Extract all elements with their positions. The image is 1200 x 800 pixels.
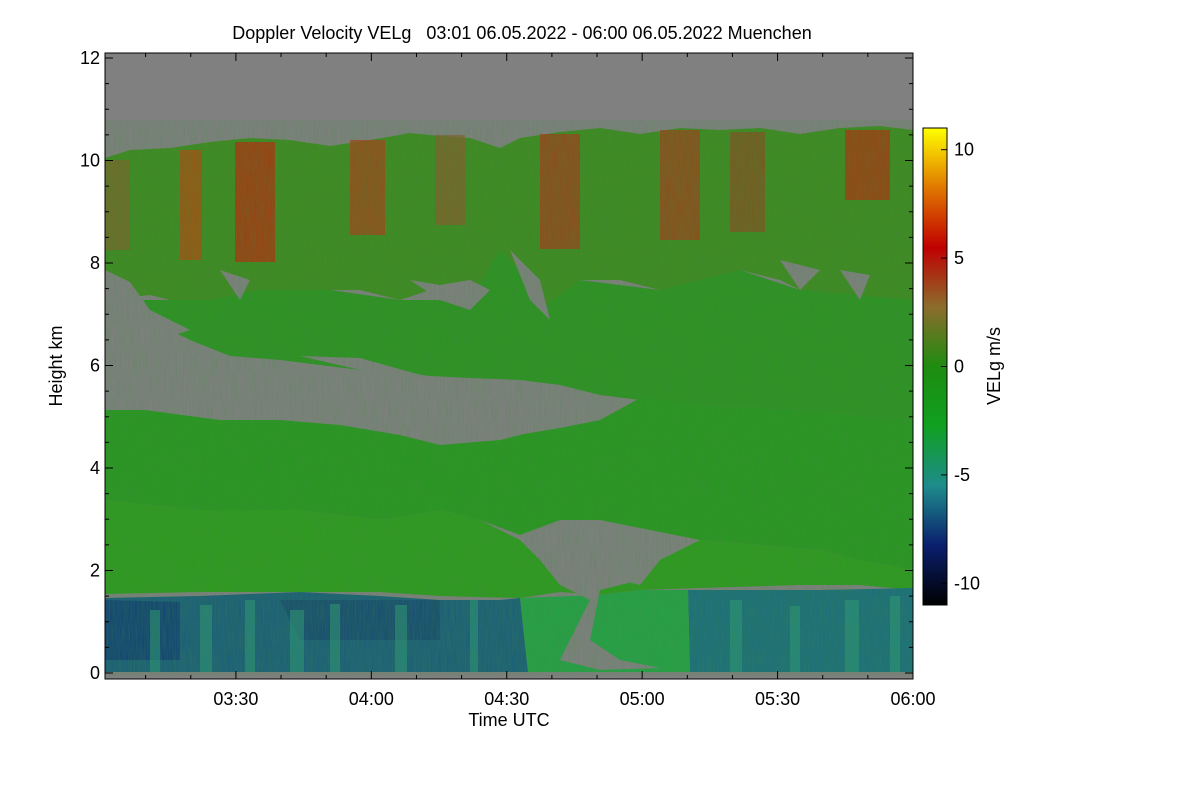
- x-tick-label: 06:00: [890, 689, 935, 709]
- colorbar-label: VELg m/s: [984, 327, 1004, 405]
- y-tick-label: 4: [90, 458, 100, 478]
- y-tick-label: 10: [80, 151, 100, 171]
- colorbar-tick-label: -5: [954, 465, 970, 485]
- x-tick-label: 04:30: [484, 689, 529, 709]
- x-tick-label: 04:00: [349, 689, 394, 709]
- texture-overlay: [105, 120, 913, 676]
- colorbar-axis: -10 -5 0 5 10: [941, 140, 980, 593]
- y-tick-label: 6: [90, 356, 100, 376]
- plot-area: [105, 53, 913, 679]
- colorbar-tick-label: 0: [954, 357, 964, 377]
- y-axis-label: Height km: [46, 325, 66, 406]
- x-tick-label: 05:30: [755, 689, 800, 709]
- colorbar-tick-label: 10: [954, 140, 974, 160]
- x-tick-label: 03:30: [213, 689, 258, 709]
- colorbar-tick-label: -10: [954, 573, 980, 593]
- y-tick-label: 8: [90, 253, 100, 273]
- chart-title: Doppler Velocity VELg 03:01 06.05.2022 -…: [232, 23, 811, 43]
- y-tick-label: 12: [80, 48, 100, 68]
- x-axis-label: Time UTC: [468, 710, 549, 730]
- x-tick-label: 05:00: [620, 689, 665, 709]
- y-axis: 0 2 4 6 8 10 12: [80, 48, 913, 683]
- y-tick-label: 2: [90, 561, 100, 581]
- y-tick-label: 0: [90, 663, 100, 683]
- x-axis: 03:30 04:00 04:30 05:00 05:30 06:00: [145, 53, 936, 709]
- colorbar-tick-label: 5: [954, 248, 964, 268]
